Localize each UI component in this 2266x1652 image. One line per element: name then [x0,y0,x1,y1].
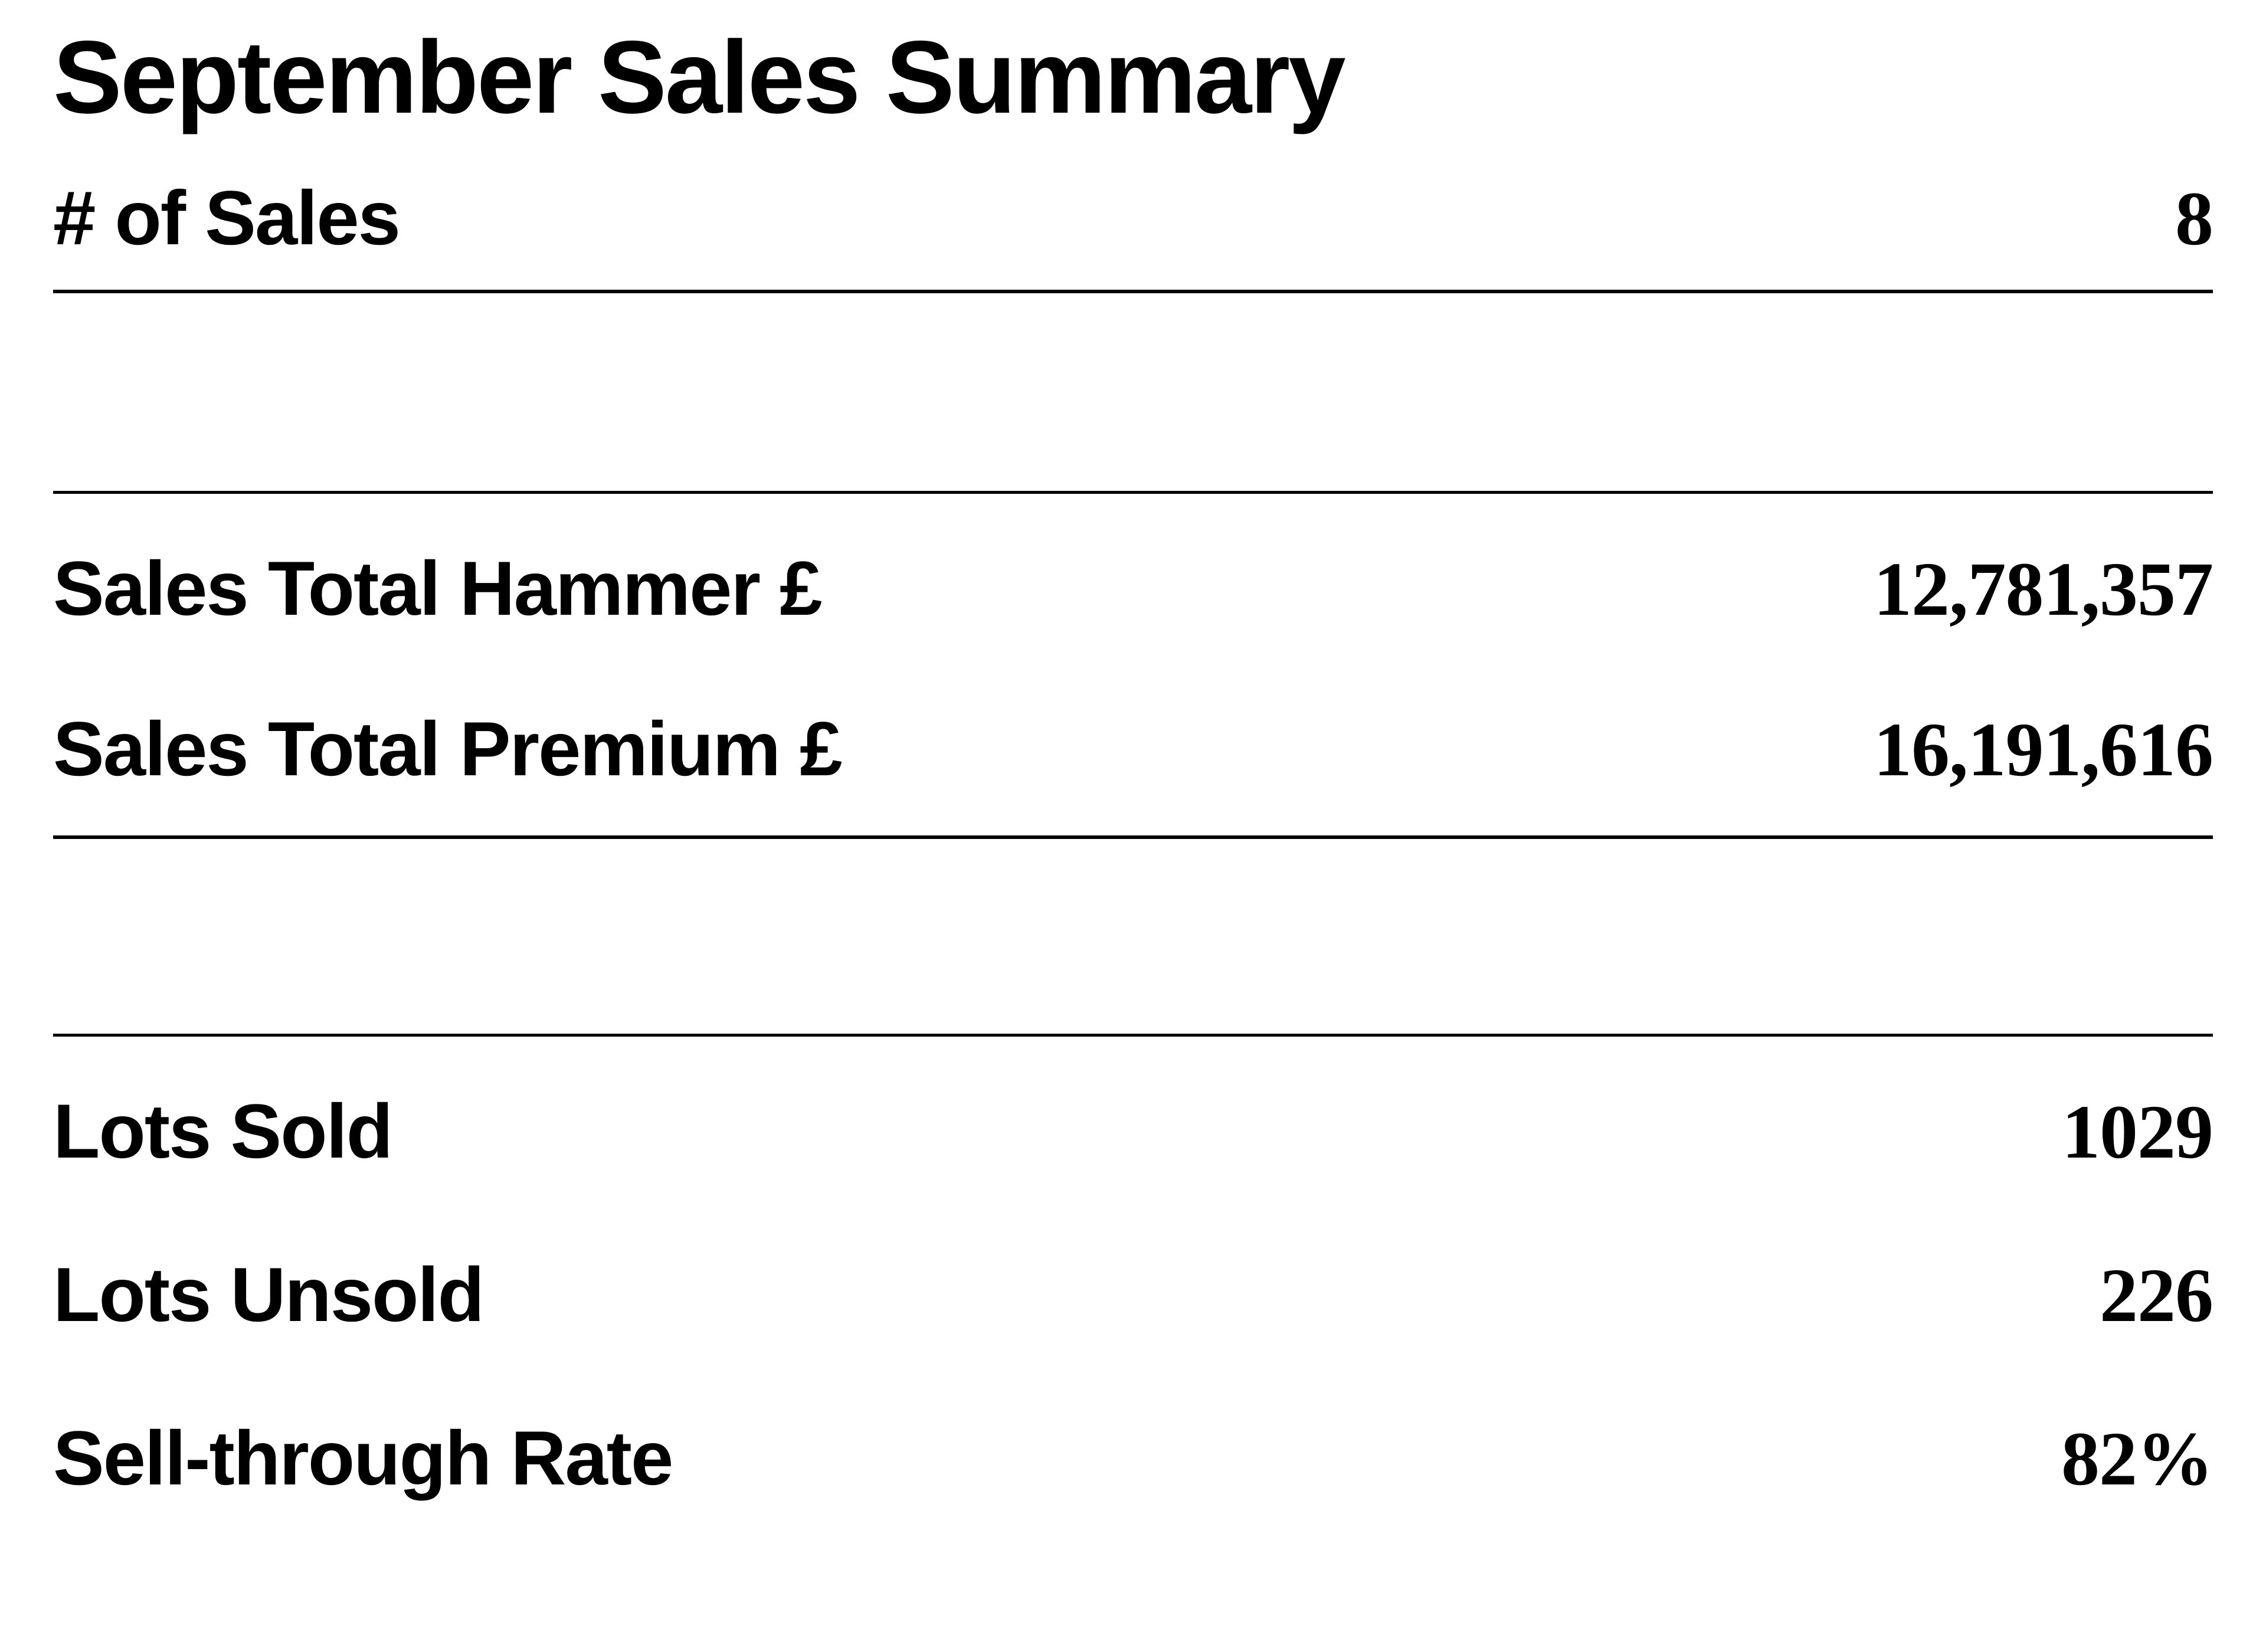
section-gap [53,293,2213,491]
row-premium-total: Sales Total Premium £ 16,191,616 [53,704,2213,794]
value-premium-total: 16,191,616 [1874,706,2213,794]
label-hammer-total: Sales Total Hammer £ [53,544,821,632]
label-sell-through: Sell-through Rate [53,1414,672,1502]
row-lots-sold: Lots Sold 1029 [53,1087,2213,1176]
row-sell-through: Sell-through Rate 82% [53,1414,2213,1503]
value-lots-sold: 1029 [2062,1088,2213,1176]
row-hammer-total: Sales Total Hammer £ 12,781,357 [53,544,2213,634]
section-totals: Sales Total Hammer £ 12,781,357 Sales To… [53,544,2213,794]
section-lots: Lots Sold 1029 Lots Unsold 226 Sell-thro… [53,1087,2213,1503]
page-title: September Sales Summary [53,24,2213,132]
label-lots-sold: Lots Sold [53,1087,392,1175]
divider [53,1034,2213,1037]
value-hammer-total: 12,781,357 [1874,545,2213,634]
label-lots-unsold: Lots Unsold [53,1250,483,1339]
value-lots-unsold: 226 [2100,1251,2213,1340]
label-premium-total: Sales Total Premium £ [53,704,841,793]
row-lots-unsold: Lots Unsold 226 [53,1250,2213,1340]
label-num-sales: # of Sales [53,173,400,262]
section-gap [53,839,2213,1034]
row-num-sales: # of Sales 8 [53,173,2213,263]
value-sell-through: 82% [2061,1415,2213,1503]
sales-summary-page: September Sales Summary # of Sales 8 Sal… [0,0,2266,1503]
value-num-sales: 8 [2175,175,2213,263]
divider [53,491,2213,494]
